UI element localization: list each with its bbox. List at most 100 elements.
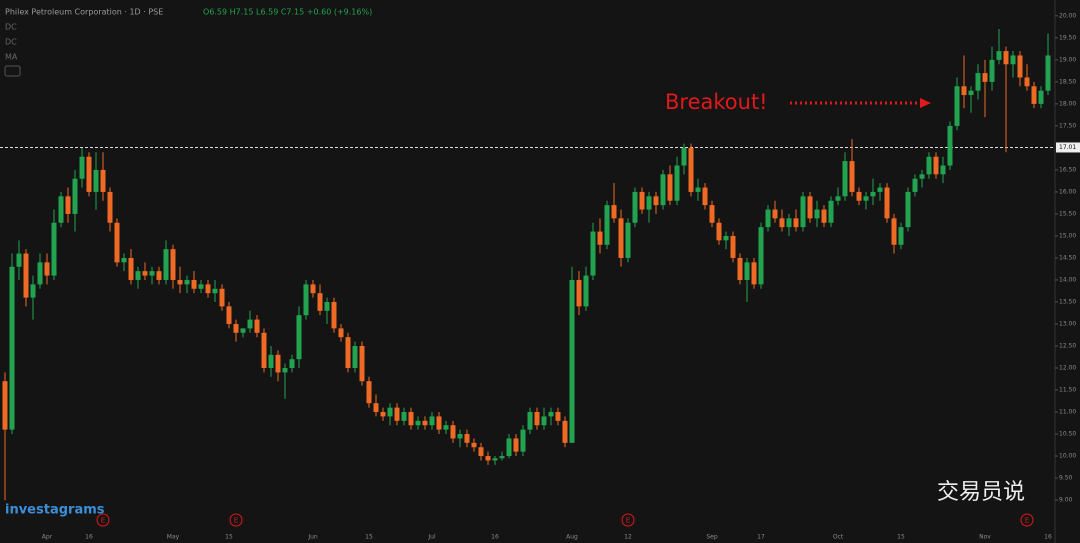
candle-body: [954, 86, 960, 126]
y-tick-label: 15.00: [1059, 232, 1076, 239]
candle-body: [751, 262, 757, 285]
x-tick-label: 15: [897, 534, 905, 541]
candle-body: [9, 266, 15, 430]
candle-body: [744, 262, 750, 280]
x-tick-label: 15: [225, 534, 233, 541]
earnings-marker: [96, 513, 110, 527]
candle-body: [240, 328, 246, 333]
collapse-button[interactable]: [4, 65, 21, 77]
candle-body: [597, 231, 603, 245]
candle-body: [968, 90, 974, 96]
candle-body: [436, 416, 442, 430]
candle-body: [548, 412, 554, 417]
candle-body: [443, 425, 449, 430]
brand: 交易员说: [937, 480, 1025, 505]
candle-body: [373, 403, 379, 413]
y-tick-label: 11.50: [1059, 387, 1076, 394]
ohlc-text: O6.59 H7.15 L6.59 C7.15 +0.60 (+9.16%): [203, 8, 372, 17]
candle-body: [835, 196, 841, 201]
candle-body: [1017, 55, 1023, 78]
candle-body: [275, 354, 281, 373]
y-tick-label: 15.50: [1059, 210, 1076, 217]
earnings-label: E: [1025, 517, 1029, 525]
earnings-label: E: [626, 517, 630, 525]
indicator-label: DC: [5, 38, 17, 47]
candle-body: [352, 345, 358, 369]
candle-body: [765, 209, 771, 228]
candle-body: [982, 73, 988, 82]
candle-body: [310, 284, 316, 294]
y-tick-label: 19.50: [1059, 34, 1076, 41]
candle-body: [233, 323, 239, 333]
candle-body: [205, 284, 211, 294]
candle-body: [422, 420, 428, 426]
y-tick-label: 16.00: [1059, 188, 1076, 195]
x-tick-label: Apr: [42, 534, 53, 541]
earnings-marker: [1020, 513, 1034, 527]
candle-body: [709, 205, 715, 223]
candle-body: [408, 412, 414, 426]
candle-body: [142, 271, 148, 276]
candle-body: [681, 147, 687, 166]
candle-body: [121, 257, 127, 263]
y-tick-label: 9.50: [1059, 475, 1073, 482]
candle-body: [457, 434, 463, 439]
candle-body: [800, 196, 806, 228]
candle-body: [730, 235, 736, 258]
candle-body: [940, 165, 946, 175]
x-tick-label: 16: [1044, 534, 1052, 541]
x-tick-label: 17: [757, 534, 765, 541]
candle-body: [842, 161, 848, 197]
candle-body: [23, 253, 29, 298]
y-tick-label: 16.50: [1059, 166, 1076, 173]
y-tick-label: 14.00: [1059, 276, 1076, 283]
candle-body: [331, 301, 337, 329]
candle-body: [793, 218, 799, 228]
candle-body: [534, 412, 540, 426]
candle-body: [821, 209, 827, 223]
candle-body: [212, 288, 218, 294]
candle-body: [198, 284, 204, 289]
candle-body: [506, 438, 512, 457]
watermark: investagrams: [5, 503, 105, 518]
candle-body: [849, 161, 855, 192]
candle-body: [1045, 55, 1051, 91]
y-tick-label: 18.00: [1059, 100, 1076, 107]
candle-body: [170, 249, 176, 280]
candle-body: [492, 458, 498, 461]
candle-body: [114, 222, 120, 263]
candle-body: [639, 191, 645, 210]
y-tick-label: 11.00: [1059, 409, 1076, 416]
annotation: Breakout!: [665, 90, 768, 114]
candle-body: [317, 293, 323, 311]
earnings-label: E: [234, 517, 238, 525]
candle-body: [1024, 77, 1030, 87]
candle-body: [1038, 90, 1044, 104]
y-tick-label: 13.50: [1059, 298, 1076, 305]
candle-body: [807, 196, 813, 219]
candle-body: [387, 407, 393, 417]
candle-body: [324, 301, 330, 311]
candle-body: [65, 196, 71, 214]
candle-body: [464, 434, 470, 443]
candle-body: [541, 416, 547, 426]
candle-body: [919, 174, 925, 179]
x-tick-label: Jul: [427, 534, 436, 541]
y-tick-label: 20.00: [1059, 12, 1076, 19]
candle-body: [912, 178, 918, 192]
price-label-box: [1056, 142, 1080, 153]
earnings-label: E: [101, 517, 105, 525]
candle-body: [247, 319, 253, 329]
candle-body: [646, 196, 652, 210]
y-tick-label: 9.00: [1059, 497, 1073, 504]
candle-body: [772, 209, 778, 219]
candle-body: [471, 442, 477, 448]
candle-body: [513, 438, 519, 452]
candle-body: [870, 191, 876, 197]
candle-body: [401, 412, 407, 421]
candle-body: [30, 284, 36, 298]
candle-body: [282, 368, 288, 373]
indicator-label: MA: [5, 53, 18, 62]
x-tick-label: 12: [624, 534, 632, 541]
x-tick-label: Sep: [706, 534, 718, 541]
